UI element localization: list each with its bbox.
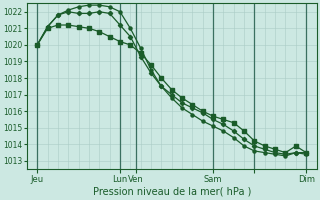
- X-axis label: Pression niveau de la mer( hPa ): Pression niveau de la mer( hPa ): [92, 187, 251, 197]
